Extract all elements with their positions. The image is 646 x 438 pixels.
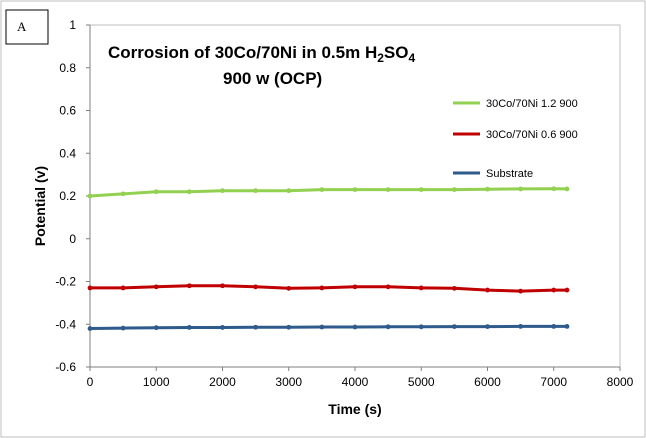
series-point-2 [120,325,126,331]
y-tick-label: -0.6 [55,360,76,374]
series-point-0 [153,189,159,195]
series-point-2 [220,325,225,330]
x-tick-label: 0 [87,375,94,389]
series-point-0 [385,187,391,192]
series-point-1 [319,285,325,291]
series-point-2 [253,324,259,330]
legend-label-2: Substrate [486,168,533,180]
series-point-1 [286,285,292,291]
y-ticks: -0.6 -0.4 -0.2 0 0.2 0.4 0.6 0.8 1 [55,18,90,374]
y-tick-label: -0.2 [55,275,76,289]
y-tick-label: -0.4 [55,317,76,331]
series-point-0 [120,191,126,197]
series-point-1 [186,283,192,289]
x-tick-label: 8000 [607,375,634,389]
y-tick-label: 0.8 [59,61,76,75]
x-tick-label: 2000 [209,375,236,389]
x-tick-label: 7000 [540,375,567,389]
series-point-2 [551,323,557,329]
series-point-0 [220,188,225,194]
series-point-1 [551,287,557,293]
series-point-0 [451,187,457,192]
series-point-0 [186,189,192,195]
y-tick-label: 0 [69,232,76,246]
x-tick-label: 6000 [474,375,501,389]
series-point-1 [564,287,570,293]
series-line-0 [89,187,568,198]
legend-label-1: 30Co/70Ni 0.6 900 [486,129,578,141]
series-point-1 [153,284,159,290]
legend-label-0: 30Co/70Ni 1.2 900 [486,98,578,110]
series-line-1 [90,284,567,293]
chart-title-line2: 900 w (OCP) [223,69,322,88]
x-tick-label: 5000 [408,375,435,389]
series-point-0 [352,187,358,192]
series-point-2 [564,323,570,329]
y-tick-label: 1 [69,18,76,32]
series-point-0 [551,186,557,192]
y-tick-label: 0.4 [59,146,76,160]
legend: 30Co/70Ni 1.2 900 30Co/70Ni 0.6 900 Substr… [453,98,578,180]
series-point-0 [485,186,490,192]
panel-label: A [17,19,27,34]
series-point-1 [518,288,524,294]
series-group [87,186,570,331]
series-point-2 [418,324,424,330]
series-point-0 [286,188,292,194]
series-point-2 [485,324,490,330]
series-point-0 [87,193,93,199]
y-tick-label: 0.2 [59,189,76,203]
series-point-1 [253,284,259,290]
series-point-2 [319,324,325,330]
series-point-2 [186,325,192,330]
series-point-0 [518,186,524,192]
series-point-0 [319,187,325,192]
x-axis-label: Time (s) [328,401,381,417]
series-point-2 [87,326,93,331]
series-point-1 [220,283,225,289]
series-point-1 [485,287,490,293]
series-point-2 [385,324,391,330]
series-point-2 [153,325,159,331]
series-point-0 [253,188,259,194]
series-point-2 [286,324,292,330]
series-point-1 [385,284,391,290]
panel-label-box [5,9,49,45]
series-point-1 [120,285,126,291]
series-point-0 [418,187,424,192]
series-point-2 [352,324,358,330]
series-point-1 [87,285,93,291]
series-point-1 [418,285,424,291]
x-ticks: 0 1000 2000 3000 4000 5000 6000 7000 8000 [87,367,634,389]
series-line-2 [89,324,567,330]
series-point-2 [518,323,524,329]
series-point-2 [451,324,457,330]
series-point-1 [352,284,358,290]
chart-title-line1: Corrosion of 30Co/70Ni in 0.5m H2SO4 [108,43,415,65]
x-tick-label: 3000 [275,375,302,389]
series-point-0 [564,186,570,192]
y-axis-label: Potential (v) [32,166,48,246]
x-tick-label: 4000 [342,375,369,389]
y-tick-label: 0.6 [59,104,76,118]
x-tick-label: 1000 [143,375,170,389]
series-point-1 [451,285,457,291]
